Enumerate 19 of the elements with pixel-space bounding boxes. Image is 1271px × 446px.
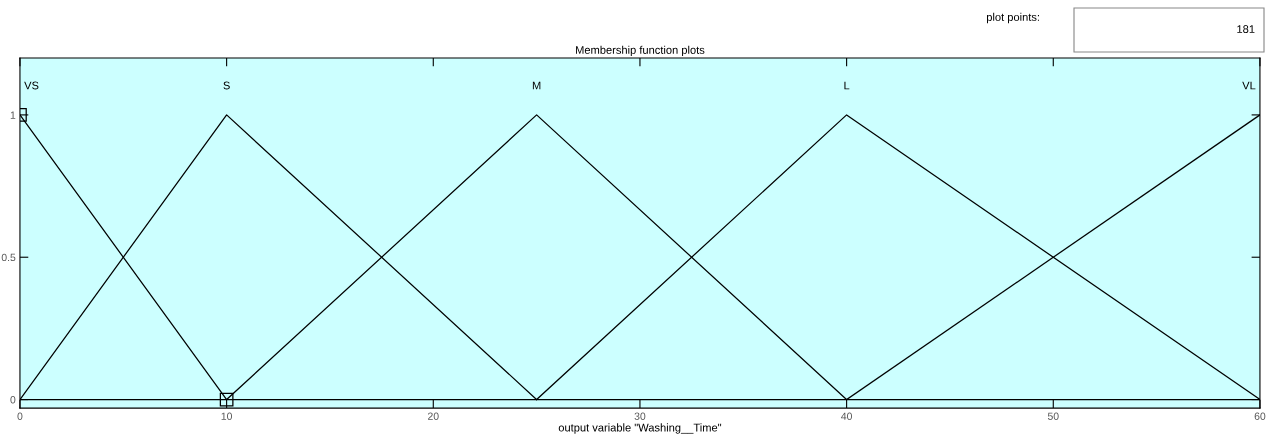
chart-title: Membership function plots (576, 45, 705, 57)
x-tick-label: 0 (17, 412, 23, 420)
x-tick-label: 40 (841, 412, 852, 420)
x-tick-label: 30 (634, 412, 646, 420)
text: 181 (1237, 25, 1255, 33)
x-tick-label: 20 (428, 412, 439, 420)
y-tick-label: 0 (10, 396, 16, 404)
text: S (223, 81, 230, 90)
x-tick-label: 60 (1254, 412, 1266, 420)
text: plot points: (986, 12, 1039, 24)
series-label: VS (24, 81, 39, 90)
text: L (844, 81, 850, 90)
y-tick-label: 0.5 (1, 253, 16, 262)
text: M (532, 81, 541, 90)
x-tick-label: 50 (1047, 412, 1059, 420)
x-tick-label: 10 (221, 412, 233, 420)
x-axis-title: output variable "Washing__Time" (558, 423, 722, 434)
text: VL (1242, 81, 1256, 90)
y-tick-label: 1 (10, 111, 16, 119)
